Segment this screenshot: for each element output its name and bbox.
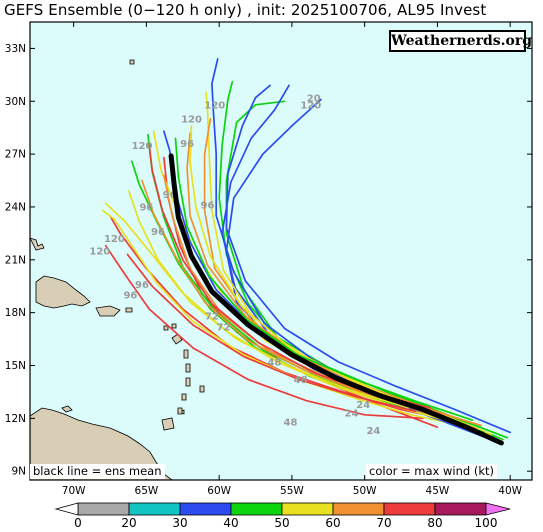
member-track-11	[104, 244, 424, 420]
lat-tick-label: 33N	[5, 43, 26, 55]
colorbar-band	[230, 502, 283, 516]
lat-tick-label: 21N	[5, 254, 26, 266]
mean-line-note: black line = ens mean	[30, 464, 165, 479]
lat-tick-label: 18N	[5, 307, 26, 319]
hour-label-5: 96	[180, 139, 194, 150]
colorbar-tick-label: 100	[475, 516, 498, 530]
ensemble-member-tracks	[101, 58, 512, 444]
land-grenada	[177, 407, 183, 415]
colorbar-tick-label: 40	[223, 516, 238, 530]
member-track-23	[225, 84, 512, 434]
map-frame	[29, 21, 533, 481]
hour-label-16: 48	[268, 358, 282, 369]
member-track-1	[218, 81, 509, 439]
mean-track-line	[168, 153, 504, 446]
land-puerto-rico	[95, 305, 121, 317]
member-track-8	[186, 132, 475, 425]
hour-label-7: 96	[139, 203, 153, 214]
colorbar-band	[77, 502, 130, 516]
colorbar-tick-label: 70	[376, 516, 391, 530]
lat-tick-label: 24N	[5, 201, 26, 213]
land-virgin-islands	[125, 307, 133, 313]
lat-tick-label: 9N	[11, 466, 26, 478]
lon-tick-label: 50W	[353, 485, 377, 497]
hour-label-17: 48	[294, 375, 308, 386]
lon-tick-label: 55W	[280, 485, 304, 497]
member-track-22	[126, 253, 417, 413]
lon-tick-label: 60W	[207, 485, 231, 497]
land-barbados	[199, 385, 205, 393]
hour-label-1: 120	[204, 100, 225, 111]
land-st-kitts	[163, 325, 169, 331]
member-track-24	[174, 137, 474, 421]
land-st-vincent	[181, 393, 187, 401]
chart-title: GEFS Ensemble (0−120 h only) , init: 202…	[4, 1, 487, 19]
colorbar-band	[128, 502, 181, 516]
land-dominica	[183, 349, 189, 359]
lat-tick-label: 15N	[5, 360, 26, 372]
land-antigua	[171, 323, 177, 329]
lat-tick-label: 12N	[5, 413, 26, 425]
colorbar-band	[434, 502, 487, 516]
colorbar-tick-label: 50	[274, 516, 289, 530]
brand-logo: Weathernerds.org	[389, 30, 532, 52]
hour-label-14: 72	[205, 312, 219, 323]
member-track-25	[128, 190, 410, 409]
land-martinique	[185, 363, 191, 373]
hour-label-4: 120	[181, 114, 202, 125]
lon-tick-label: 65W	[135, 485, 159, 497]
colorbar: 0 20 30 40 50 60 70 80 100	[54, 502, 511, 530]
lat-tick-label: 27N	[5, 149, 26, 161]
land-trinidad	[161, 417, 175, 431]
lat-tick-label: 30N	[5, 96, 26, 108]
hour-label-21: 24	[366, 426, 380, 437]
colorbar-tick-label: 30	[172, 516, 187, 530]
hour-label-6: 96	[163, 190, 177, 201]
land-aruba-curacao	[61, 405, 73, 413]
colorbar-band	[332, 502, 385, 516]
colorbar-tick-label: 0	[74, 516, 82, 530]
land-south-america	[30, 407, 173, 480]
color-scale-note: color = max wind (kt)	[366, 464, 497, 479]
hour-label-18: 48	[284, 417, 298, 428]
hour-label-2: 120	[300, 100, 321, 111]
forecast-hour-labels: 120 1201201209696961201209696969672724848…	[89, 93, 380, 437]
land-st-lucia	[185, 377, 191, 387]
hour-label-12: 96	[135, 280, 149, 291]
member-track-12	[101, 209, 471, 429]
land-bahamas	[30, 237, 45, 251]
hour-label-22: 20	[307, 93, 321, 104]
land-bermuda	[129, 59, 135, 65]
land-hispaniola	[35, 275, 91, 309]
hour-label-13: 96	[123, 291, 137, 302]
hour-label-10: 96	[201, 201, 215, 212]
hour-label-15: 72	[217, 322, 231, 333]
colorbar-tick-label: 20	[121, 516, 136, 530]
ensemble-mean-track	[168, 153, 504, 446]
hour-label-3: 120	[132, 141, 153, 152]
lon-tick-label: 40W	[498, 485, 522, 497]
colorbar-band	[281, 502, 334, 516]
land-masses	[30, 59, 205, 480]
colorbar-band	[179, 502, 232, 516]
axes: 70W 65W 60W 55W 50W 45W 40W 9N 12N 15N 18N 21N 24N 27…	[5, 22, 532, 497]
colorbar-tick-label: 60	[325, 516, 340, 530]
hour-label-8: 120	[104, 234, 125, 245]
colorbar-tick-label: 80	[427, 516, 442, 530]
colorbar-high-arrow	[485, 502, 511, 516]
hour-label-9: 120	[89, 247, 110, 258]
lon-tick-label: 45W	[426, 485, 450, 497]
hour-label-11: 96	[151, 227, 165, 238]
hour-label-20: 24	[356, 400, 370, 411]
hour-label-19: 24	[345, 409, 359, 420]
colorbar-low-arrow	[54, 502, 79, 516]
lon-tick-label: 70W	[62, 485, 86, 497]
colorbar-band	[383, 502, 436, 516]
